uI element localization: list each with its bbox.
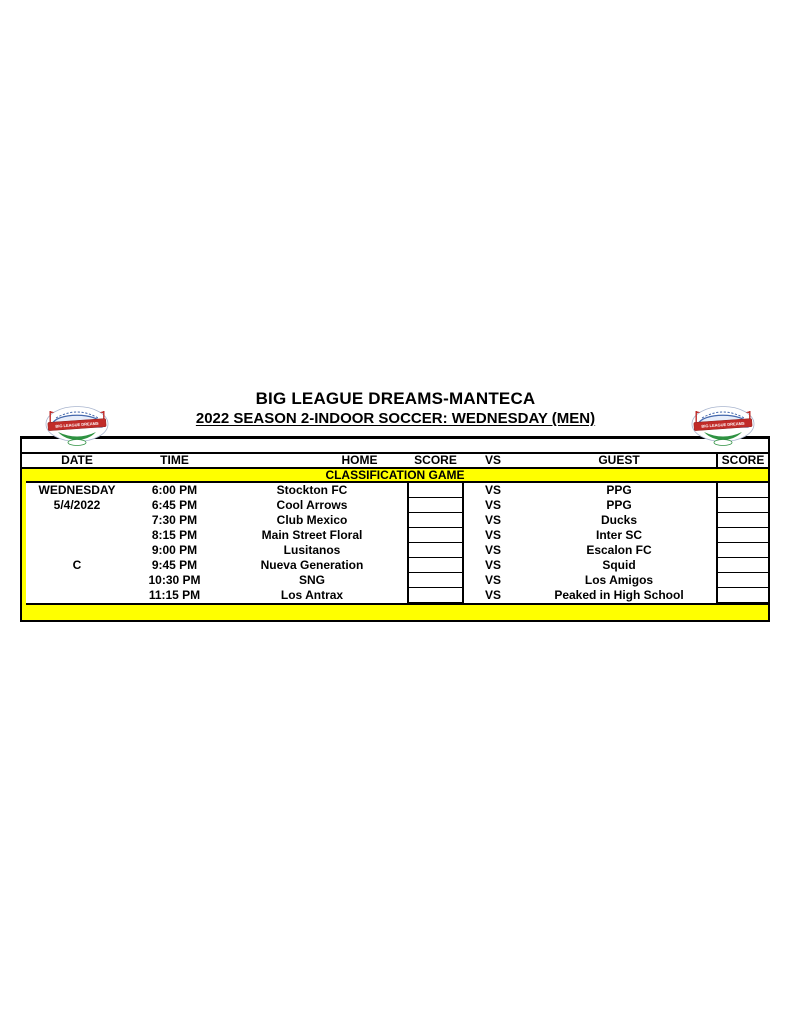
home-team-cell: Club Mexico bbox=[276, 513, 348, 527]
vs-cell: VS bbox=[484, 588, 501, 602]
table-row: 9:00 PM Lusitanos VS Escalon FC bbox=[22, 543, 768, 558]
home-team-cell: SNG bbox=[298, 573, 325, 587]
date-cell: C bbox=[72, 558, 82, 572]
time-cell: 8:15 PM bbox=[151, 528, 198, 542]
vs-cell: VS bbox=[484, 483, 501, 497]
table-row: WEDNESDAY 6:00 PM Stockton FC VS PPG bbox=[22, 483, 768, 498]
header-score-home: SCORE bbox=[414, 453, 457, 467]
page-subtitle: 2022 SEASON 2-INDOOR SOCCER: WEDNESDAY (… bbox=[195, 409, 596, 427]
guest-team-cell: PPG bbox=[606, 483, 632, 497]
table-body: WEDNESDAY 6:00 PM Stockton FC VS PPG 5/4… bbox=[22, 483, 768, 603]
title-block: BIG LEAGUE DREAMS-MANTECA 2022 SEASON 2-… bbox=[0, 389, 791, 428]
guest-team-cell: Peaked in High School bbox=[554, 588, 684, 602]
header-time: TIME bbox=[160, 453, 189, 467]
guest-team-cell: Squid bbox=[602, 558, 636, 572]
home-score-box bbox=[407, 573, 464, 588]
vs-cell: VS bbox=[484, 543, 501, 557]
home-score-box bbox=[407, 588, 464, 603]
page-title: BIG LEAGUE DREAMS-MANTECA bbox=[255, 389, 536, 408]
guest-team-cell: Inter SC bbox=[595, 528, 642, 542]
header-score-guest: SCORE bbox=[716, 454, 768, 467]
home-team-cell: Cool Arrows bbox=[276, 498, 348, 512]
section-banner: CLASSIFICATION GAME bbox=[22, 469, 768, 483]
table-row: 7:30 PM Club Mexico VS Ducks bbox=[22, 513, 768, 528]
time-cell: 9:00 PM bbox=[151, 543, 198, 557]
table-row: C 9:45 PM Nueva Generation VS Squid bbox=[22, 558, 768, 573]
guest-score-box bbox=[716, 543, 768, 558]
left-highlight-strip bbox=[22, 469, 26, 620]
date-cell bbox=[22, 573, 132, 588]
header-home: HOME bbox=[341, 453, 378, 467]
time-cell: 6:45 PM bbox=[151, 498, 198, 512]
home-score-box bbox=[407, 558, 464, 573]
time-cell: 6:00 PM bbox=[151, 483, 198, 497]
date-cell: 5/4/2022 bbox=[53, 498, 101, 512]
big-league-dreams-logo bbox=[691, 398, 755, 448]
stadium-logo-icon bbox=[691, 405, 755, 447]
table-row: 8:15 PM Main Street Floral VS Inter SC bbox=[22, 528, 768, 543]
vs-cell: VS bbox=[484, 528, 501, 542]
guest-score-box bbox=[716, 573, 768, 588]
stadium-logo-icon bbox=[45, 405, 109, 447]
table-row: 10:30 PM SNG VS Los Amigos bbox=[22, 573, 768, 588]
guest-team-cell: PPG bbox=[606, 498, 632, 512]
home-team-cell: Lusitanos bbox=[283, 543, 341, 557]
table-header-row: DATE TIME HOME SCORE VS GUEST SCORE bbox=[22, 454, 768, 469]
time-cell: 7:30 PM bbox=[151, 513, 198, 527]
home-team-cell: Stockton FC bbox=[276, 483, 348, 497]
guest-score-box bbox=[716, 513, 768, 528]
home-score-box bbox=[407, 513, 464, 528]
header-vs: VS bbox=[484, 453, 501, 467]
time-cell: 11:15 PM bbox=[148, 588, 201, 602]
date-cell bbox=[22, 528, 132, 543]
spacer-row bbox=[22, 439, 768, 454]
vs-cell: VS bbox=[484, 513, 501, 527]
vs-cell: VS bbox=[484, 573, 501, 587]
guest-score-box bbox=[716, 558, 768, 573]
date-cell: WEDNESDAY bbox=[38, 483, 116, 497]
guest-score-box bbox=[716, 483, 768, 498]
vs-cell: VS bbox=[484, 498, 501, 512]
home-score-box bbox=[407, 498, 464, 513]
guest-team-cell: Los Amigos bbox=[584, 573, 654, 587]
home-team-cell: Los Antrax bbox=[280, 588, 344, 602]
time-cell: 10:30 PM bbox=[148, 573, 201, 587]
big-league-dreams-logo bbox=[45, 398, 109, 448]
schedule-table: DATE TIME HOME SCORE VS GUEST SCORE CLAS… bbox=[20, 436, 770, 622]
header-date: DATE bbox=[61, 453, 93, 467]
home-team-cell: Nueva Generation bbox=[260, 558, 364, 572]
guest-team-cell: Ducks bbox=[600, 513, 638, 527]
table-row: 5/4/2022 6:45 PM Cool Arrows VS PPG bbox=[22, 498, 768, 513]
time-cell: 9:45 PM bbox=[151, 558, 198, 572]
home-score-box bbox=[407, 528, 464, 543]
date-cell bbox=[22, 543, 132, 558]
home-score-box bbox=[407, 483, 464, 498]
header-guest: GUEST bbox=[598, 453, 640, 467]
guest-team-cell: Escalon FC bbox=[586, 543, 652, 557]
date-cell bbox=[22, 513, 132, 528]
table-row: 11:15 PM Los Antrax VS Peaked in High Sc… bbox=[22, 588, 768, 603]
home-score-box bbox=[407, 543, 464, 558]
bottom-banner bbox=[22, 603, 768, 620]
guest-score-box bbox=[716, 498, 768, 513]
guest-score-box bbox=[716, 528, 768, 543]
vs-cell: VS bbox=[484, 558, 501, 572]
guest-score-box bbox=[716, 588, 768, 603]
home-team-cell: Main Street Floral bbox=[261, 528, 363, 542]
date-cell bbox=[22, 588, 132, 603]
